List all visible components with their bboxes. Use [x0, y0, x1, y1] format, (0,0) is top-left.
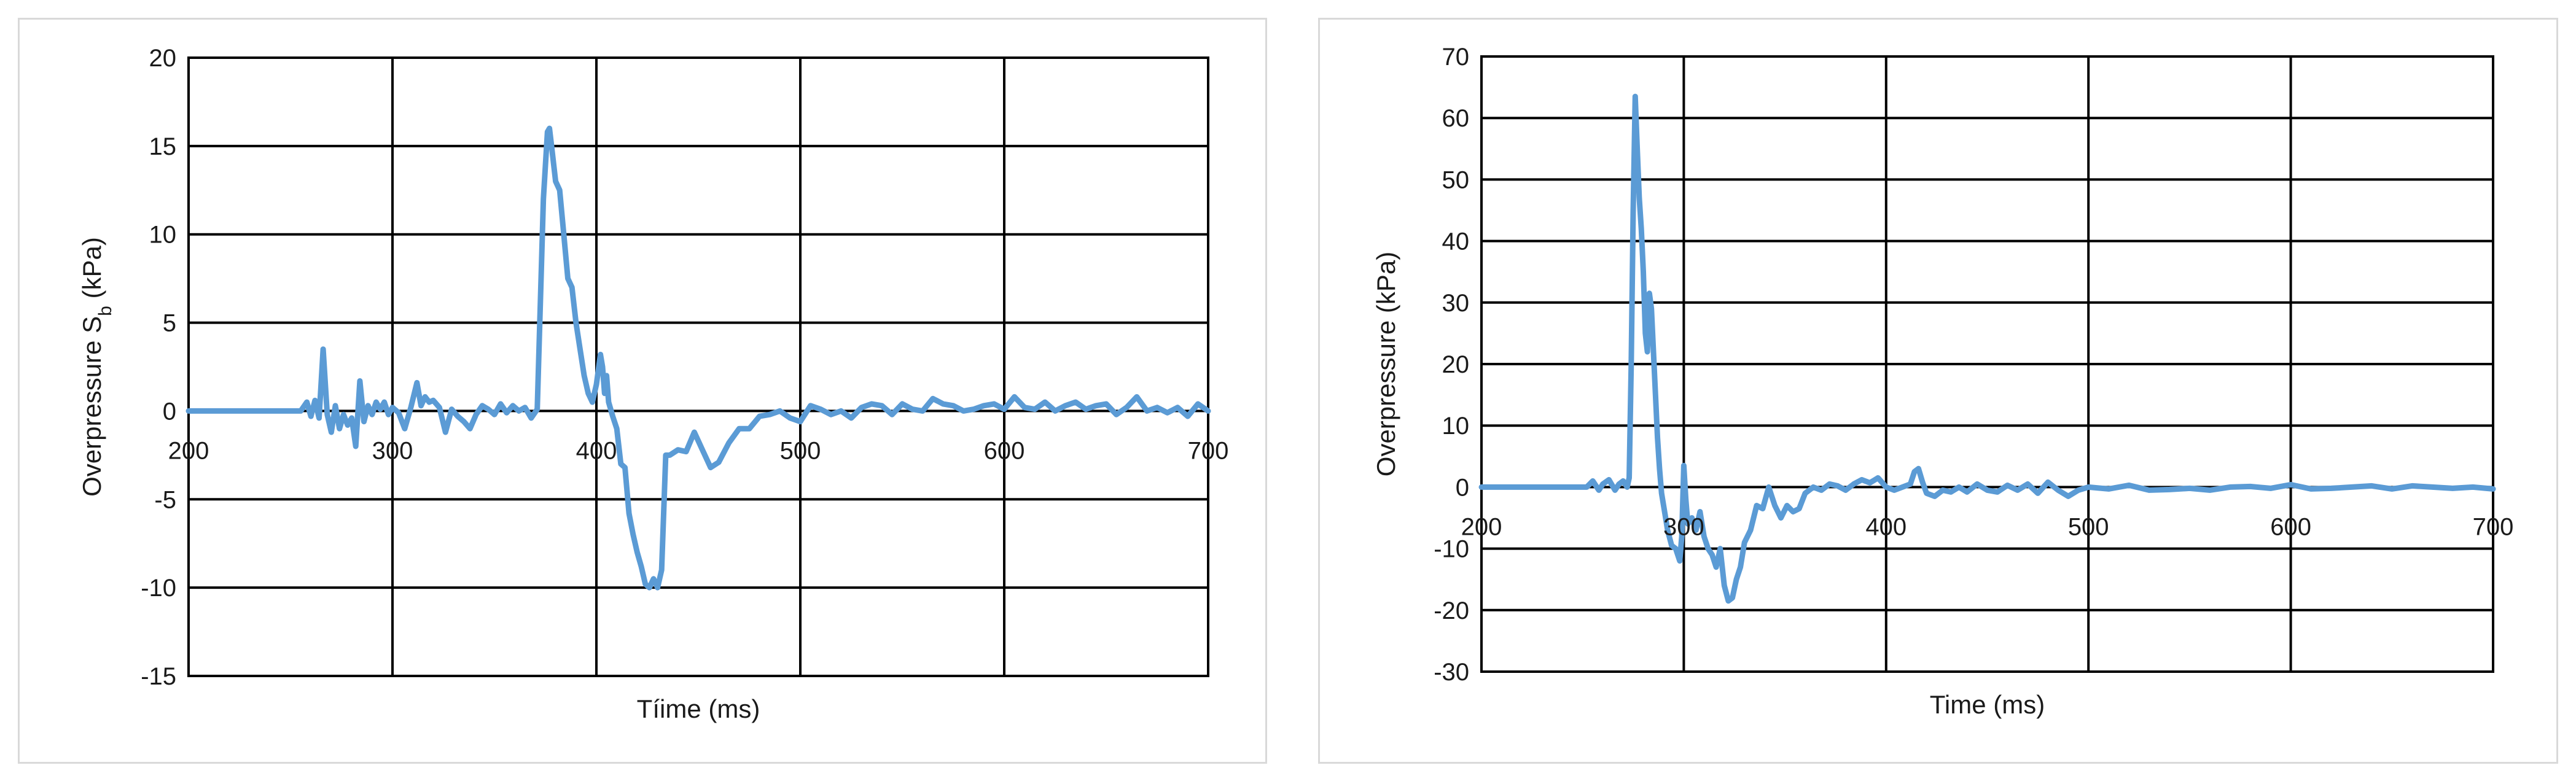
y-axis-title-main: Overpressure (kPa) [1372, 252, 1400, 476]
x-tick-label: 300 [372, 437, 413, 464]
x-tick-label: 300 [1663, 513, 1704, 540]
y-tick-label: 50 [1442, 166, 1470, 193]
y-tick-label: 70 [1442, 44, 1470, 71]
y-axis-title: Overpressure Sb (kPa) [77, 237, 115, 497]
x-tick-label: 200 [168, 437, 209, 464]
y-tick-label: 40 [1442, 228, 1470, 255]
y-axis-title-unit: (kPa) [77, 237, 106, 306]
y-axis-title-main: Overpressure S [77, 316, 106, 497]
x-tick-label: 400 [1865, 513, 1907, 540]
y-tick-label: 60 [1442, 105, 1470, 132]
y-tick-label: 15 [149, 133, 177, 160]
x-axis-tick-labels: 200 300 400 500 600 700 [1461, 513, 2514, 540]
x-tick-label: 600 [2270, 513, 2311, 540]
gridlines [187, 56, 1209, 677]
chart-panel-left: -15 -10 -5 0 5 10 15 20 200 300 400 500 600 700 Tíime … [18, 18, 1267, 764]
y-tick-label: -15 [141, 663, 176, 690]
x-axis-title: Tíime (ms) [637, 694, 760, 723]
y-tick-label: -5 [154, 486, 176, 513]
plot-area-frame [1480, 55, 2494, 673]
y-tick-label: 10 [149, 222, 177, 249]
y-tick-label: 0 [163, 398, 176, 425]
x-tick-label: 500 [780, 437, 821, 464]
x-tick-label: 200 [1461, 513, 1502, 540]
y-tick-label: -30 [1434, 659, 1469, 686]
y-tick-label: -10 [141, 575, 176, 602]
y-tick-label: -10 [1434, 536, 1469, 563]
chart-panel-right: -30 -20 -10 0 10 20 30 40 50 60 70 200 300 400 500 600 7… [1318, 18, 2558, 764]
x-tick-label: 700 [1188, 437, 1229, 464]
overpressure-sb-chart: -15 -10 -5 0 5 10 15 20 200 300 400 500 600 700 Tíime … [77, 45, 1229, 723]
x-tick-label: 400 [576, 437, 617, 464]
overpressure-chart: -30 -20 -10 0 10 20 30 40 50 60 70 200 300 400 500 600 7… [1372, 44, 2514, 719]
y-axis-tick-labels: -30 -20 -10 0 10 20 30 40 50 60 70 [1434, 44, 1469, 686]
y-tick-label: 20 [149, 45, 177, 72]
y-axis-title: Overpressure (kPa) [1372, 252, 1400, 476]
x-tick-label: 700 [2473, 513, 2514, 540]
x-axis-title: Time (ms) [1930, 690, 2045, 719]
y-axis-tick-labels: -15 -10 -5 0 5 10 15 20 [141, 45, 176, 690]
y-tick-label: 10 [1442, 413, 1470, 440]
y-tick-label: 0 [1456, 474, 1469, 501]
x-tick-label: 500 [2068, 513, 2109, 540]
x-tick-label: 600 [984, 437, 1025, 464]
y-axis-title-subscript: b [95, 306, 115, 316]
overpressure-series-line [185, 125, 1211, 591]
y-tick-label: 20 [1442, 351, 1470, 378]
plot-area-frame [187, 56, 1209, 677]
x-axis-tick-labels: 200 300 400 500 600 700 [168, 437, 1229, 464]
y-tick-label: 5 [163, 310, 176, 337]
y-tick-label: -20 [1434, 597, 1469, 624]
overpressure-series-line [1478, 93, 2496, 604]
y-tick-label: 30 [1442, 290, 1470, 317]
